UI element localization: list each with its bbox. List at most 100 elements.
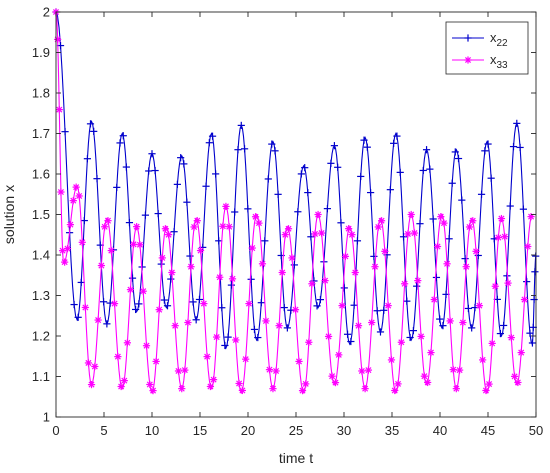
data-point-x33: [517, 348, 525, 357]
data-point-x33: [430, 295, 438, 304]
data-point-x33: [491, 282, 499, 290]
data-point-x33: [200, 300, 208, 308]
data-point-x33: [158, 254, 166, 262]
data-point-x33: [414, 277, 422, 285]
y-tick-label: 1.8: [32, 86, 50, 101]
data-point-x33: [114, 353, 122, 361]
data-point-x22: [347, 337, 355, 346]
data-point-x33: [501, 233, 509, 241]
data-point-x22: [396, 168, 404, 176]
data-point-x33: [469, 217, 477, 225]
data-point-x33: [374, 223, 382, 231]
axes-layer: 0 5 10 15 20 25 30 35 40 45 50 1 1.1 1.2 1.3 1.4 1.5 1.6 1…: [32, 5, 543, 439]
x-tick-label: 45: [481, 423, 495, 438]
data-point-x33: [281, 231, 289, 239]
data-point-x22: [160, 296, 168, 304]
data-point-x33: [61, 258, 69, 266]
data-point-x33: [75, 192, 83, 200]
data-point-x33: [222, 202, 230, 210]
data-point-x33: [184, 318, 192, 327]
data-point-x33: [524, 242, 532, 251]
data-point-x33: [69, 197, 77, 205]
data-point-x33: [91, 362, 99, 371]
legend-entries: x22 x33: [452, 30, 508, 71]
legend-label-main: x: [490, 30, 497, 45]
data-point-x33: [479, 356, 487, 364]
data-point-x33: [181, 366, 189, 374]
data-point-x22: [268, 140, 276, 148]
data-point-x33: [209, 376, 218, 384]
data-point-x33: [504, 279, 512, 287]
data-point-x33: [110, 300, 119, 308]
data-point-x22: [484, 140, 492, 148]
data-point-x22: [177, 154, 185, 162]
data-point-x33: [472, 247, 480, 255]
data-point-x22: [294, 208, 302, 216]
data-point-x22: [208, 132, 217, 140]
data-point-x22: [413, 282, 421, 290]
data-point-x33: [446, 317, 454, 325]
data-point-x33: [123, 339, 131, 347]
data-point-x22: [86, 120, 95, 128]
data-point-x22: [183, 198, 191, 206]
legend-entry-x33: x33: [452, 52, 508, 71]
data-point-x33: [452, 385, 460, 393]
data-point-x33: [311, 230, 319, 238]
data-point-x22: [280, 303, 288, 312]
legend-label: x22: [490, 30, 508, 49]
x-tick-label: 30: [337, 423, 351, 438]
data-point-x33: [81, 303, 89, 312]
data-point-x33: [321, 277, 329, 285]
x-tick-label: 20: [241, 423, 255, 438]
data-point-x33: [420, 372, 428, 380]
data-point-x22: [297, 170, 305, 178]
data-point-x22: [244, 205, 252, 213]
data-point-x33: [443, 260, 451, 268]
data-point-x33: [391, 386, 399, 395]
data-point-x22: [163, 302, 172, 310]
data-point-x22: [212, 170, 220, 178]
data-point-x22: [403, 297, 411, 305]
data-point-x22: [509, 142, 518, 151]
data-point-x22: [477, 190, 486, 198]
x-tick-label: 10: [145, 423, 159, 438]
x-tick-label: 0: [52, 423, 59, 438]
data-point-x33: [459, 318, 467, 327]
data-point-x33: [136, 241, 144, 249]
data-point-x22: [189, 298, 197, 306]
data-point-x22: [154, 209, 162, 218]
data-point-x33: [146, 380, 154, 389]
data-point-x33: [171, 322, 179, 330]
data-point-x33: [284, 225, 293, 233]
plot-area: [56, 12, 536, 417]
data-point-x33: [87, 381, 96, 389]
data-point-x33: [404, 230, 412, 238]
data-point-x33: [348, 231, 356, 239]
data-point-x22: [419, 166, 427, 175]
data-point-x22: [316, 296, 325, 304]
data-point-x22: [80, 216, 88, 225]
data-point-x22: [386, 186, 394, 194]
data-point-x33: [331, 379, 340, 387]
data-point-x33: [139, 287, 147, 295]
data-point-x33: [57, 188, 65, 196]
data-point-x22: [451, 148, 459, 156]
x-tick-label: 40: [433, 423, 447, 438]
data-point-x22: [125, 219, 134, 227]
data-point-x33: [232, 336, 240, 344]
data-point-x22: [119, 132, 127, 140]
data-point-x22: [116, 139, 124, 147]
data-point-x33: [126, 286, 135, 294]
data-point-x33: [308, 280, 316, 288]
data-point-x33: [475, 302, 483, 310]
data-point-x22: [274, 190, 282, 198]
data-point-x22: [283, 324, 291, 332]
data-point-x22: [231, 208, 239, 216]
data-point-x33: [275, 322, 283, 330]
data-point-x22: [240, 145, 249, 153]
y-tick-label: 1.6: [32, 167, 50, 182]
data-point-x22: [506, 202, 514, 210]
x-tick-label: 15: [193, 423, 207, 438]
legend-label-subscript: 22: [497, 38, 509, 49]
data-point-x33: [255, 219, 263, 227]
